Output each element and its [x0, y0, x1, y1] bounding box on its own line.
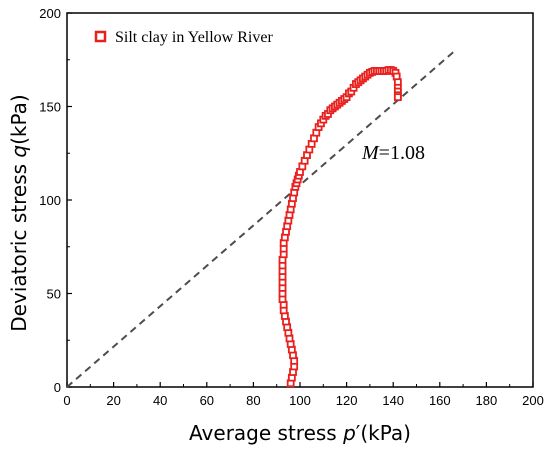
slope-annotation-var: M	[361, 142, 380, 164]
legend-label: Silt clay in Yellow River	[115, 29, 273, 46]
x-tick-label: 160	[429, 393, 451, 408]
legend-marker	[94, 30, 107, 43]
x-tick-label: 140	[382, 393, 404, 408]
x-tick-label: 40	[153, 393, 167, 408]
x-tick-label: 120	[336, 393, 358, 408]
x-axis-title: Average stress p′(kPa)	[189, 421, 411, 445]
x-tick-label: 180	[476, 393, 498, 408]
x-axis-title-var: p	[342, 421, 356, 445]
x-tick-label: 60	[200, 393, 214, 408]
critical-state-line	[66, 48, 457, 388]
y-tick-label: 200	[39, 6, 61, 21]
x-tick-label: 200	[522, 393, 544, 408]
x-tick-label: 0	[63, 393, 70, 408]
y-tick-label: 50	[47, 287, 61, 302]
y-axis-title-prefix: Deviatoric stress	[7, 158, 31, 332]
y-axis-title-var: q	[7, 145, 31, 158]
y-tick-label: 0	[54, 380, 61, 395]
y-axis-title-suffix: (kPa)	[7, 94, 31, 145]
x-axis-title-suffix: ′(kPa)	[356, 421, 411, 445]
slope-annotation: M=1.08	[361, 142, 425, 164]
x-tick-label: 100	[289, 393, 311, 408]
y-axis-title: Deviatoric stress q(kPa)	[7, 94, 31, 331]
x-axis-title-prefix: Average stress	[189, 421, 343, 445]
y-tick-label: 100	[39, 193, 61, 208]
y-tick-label: 150	[39, 100, 61, 115]
legend: Silt clay in Yellow River	[94, 29, 273, 46]
plot-area: 0 20 40 60 80 100 120 140 160 180 200 0 50 100 150 200	[39, 6, 544, 408]
x-tick-label: 20	[106, 393, 120, 408]
x-tick-label: 80	[246, 393, 260, 408]
plot-frame	[66, 12, 534, 388]
slope-annotation-value: =1.08	[379, 142, 425, 164]
data-point	[393, 93, 402, 102]
